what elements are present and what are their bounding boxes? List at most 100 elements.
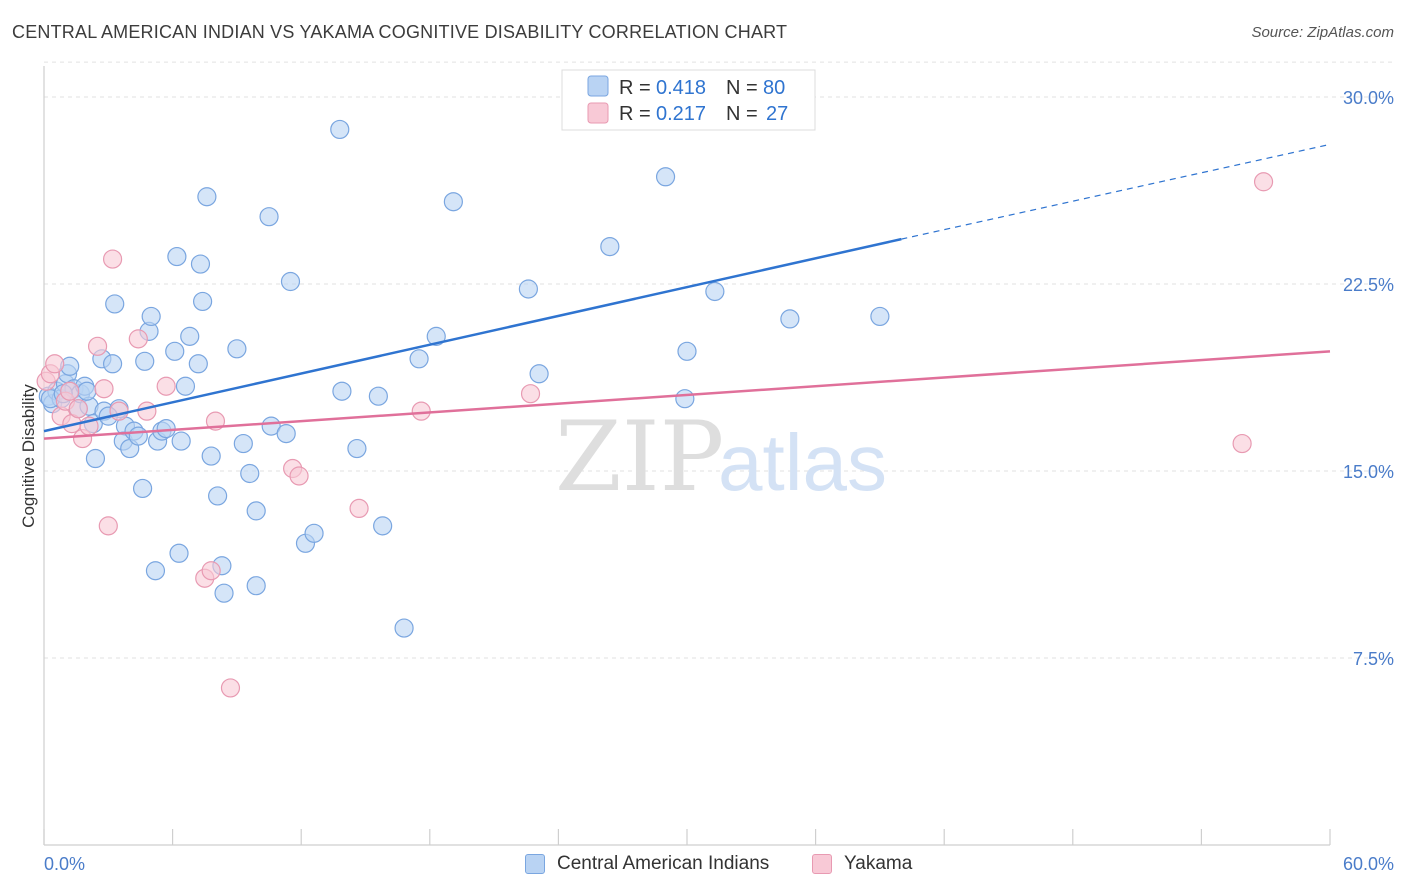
legend-n-value-blue: 80 [763, 77, 785, 99]
point-central-american-74 [780, 309, 800, 329]
legend-swatch-blue [587, 75, 609, 97]
y-tick-labels: 7.5% 15.0% 22.5% 30.0% [1343, 88, 1394, 669]
point-yakama-25 [411, 401, 431, 421]
point-yakama-14 [109, 401, 129, 421]
point-central-american-42 [201, 446, 221, 466]
point-central-american-53 [276, 424, 296, 444]
trend-layer [43, 143, 1331, 440]
x-axis-ticks [43, 829, 1331, 845]
trend-line-yakama [43, 350, 1331, 440]
point-yakama-13 [102, 249, 123, 269]
point-yakama-24 [349, 498, 369, 518]
point-central-american-75 [870, 306, 890, 327]
legend-r-value-pink: 0.217 [656, 103, 706, 125]
point-yakama-2 [45, 354, 65, 374]
y-tick-label-1: 15.0% [1343, 462, 1394, 482]
trend-line-central-american-extension [901, 143, 1331, 240]
point-central-american-60 [368, 386, 388, 406]
point-central-american-39 [190, 254, 211, 274]
point-central-american-46 [227, 339, 247, 359]
point-yakama-12 [98, 516, 118, 536]
point-yakama-27 [1232, 433, 1252, 454]
point-central-american-34 [169, 543, 189, 563]
y-tick-label-3: 30.0% [1343, 88, 1394, 108]
point-central-american-66 [518, 279, 538, 299]
point-central-american-37 [180, 326, 200, 346]
point-central-american-62 [394, 618, 414, 638]
point-central-american-51 [259, 207, 279, 227]
point-yakama-15 [128, 329, 148, 349]
legend-swatch-pink [587, 102, 609, 124]
legend-n-label-pink: N = [726, 103, 758, 125]
y-tick-label-2: 22.5% [1343, 275, 1394, 295]
point-central-american-48 [240, 463, 260, 484]
point-central-american-23 [128, 426, 148, 446]
point-central-american-64 [426, 326, 446, 346]
point-yakama-7 [68, 399, 88, 419]
trend-line-central-american [43, 237, 902, 433]
point-central-american-33 [167, 246, 187, 267]
bottom-legend-yakama[interactable]: Yakama [812, 850, 912, 878]
point-central-american-56 [304, 523, 324, 543]
y-tick-label-0: 7.5% [1353, 649, 1394, 669]
legend-r-label-blue: R = [619, 77, 651, 99]
chart-title: CENTRAL AMERICAN INDIAN VS YAKAMA COGNIT… [12, 22, 788, 42]
point-central-american-27 [141, 306, 161, 327]
point-central-american-17 [105, 294, 125, 314]
point-yakama-5 [60, 381, 80, 401]
point-yakama-23 [289, 466, 309, 486]
legend-swatch-yakama [812, 854, 832, 874]
legend-r-value-blue: 0.418 [656, 77, 706, 99]
point-central-american-58 [332, 381, 352, 401]
x-tick-label-min: 0.0% [44, 854, 85, 874]
point-central-american-50 [246, 576, 266, 596]
point-central-american-68 [600, 237, 620, 257]
point-central-american-32 [165, 341, 185, 361]
point-yakama-19 [201, 561, 221, 581]
point-central-american-73 [705, 281, 725, 302]
point-central-american-70 [655, 167, 676, 187]
watermark-atlas: atlas [718, 418, 887, 507]
point-central-american-31 [156, 419, 176, 439]
point-central-american-61 [373, 516, 393, 536]
point-central-american-59 [347, 438, 367, 459]
points-layer [36, 99, 1274, 698]
point-central-american-67 [529, 364, 549, 384]
point-central-american-57 [330, 119, 350, 140]
point-central-american-16 [102, 354, 123, 374]
correlation-legend: R = 0.418 N = 80 R = 0.217 N = 27 [561, 69, 816, 131]
point-yakama-26 [520, 384, 541, 404]
point-central-american-45 [214, 583, 234, 603]
point-central-american-43 [208, 486, 228, 506]
point-central-american-36 [175, 376, 196, 396]
legend-label-central-american-indians: Central American Indians [557, 853, 770, 874]
point-central-american-78 [77, 381, 97, 401]
point-central-american-65 [443, 192, 463, 212]
point-central-american-71 [675, 389, 695, 409]
point-central-american-38 [188, 354, 208, 374]
point-central-american-47 [233, 433, 253, 454]
point-central-american-49 [246, 501, 266, 521]
point-yakama-17 [156, 376, 176, 396]
point-yakama-21 [220, 678, 241, 698]
point-central-american-24 [132, 478, 153, 499]
point-yakama-11 [94, 379, 114, 399]
legend-swatch-central-american-indians [525, 854, 545, 874]
point-central-american-63 [409, 349, 429, 369]
point-central-american-25 [135, 351, 155, 371]
x-tick-label-max: 60.0% [1343, 854, 1394, 874]
point-central-american-28 [145, 561, 166, 581]
point-central-american-40 [193, 291, 213, 312]
watermark-zip: ZIP [555, 401, 724, 513]
legend-n-label-blue: N = [726, 77, 758, 99]
legend-label-yakama: Yakama [844, 853, 913, 874]
point-central-american-41 [197, 187, 217, 207]
bottom-legend-central-american-indians[interactable]: Central American Indians [525, 850, 769, 878]
legend-r-label-pink: R = [619, 103, 651, 125]
point-yakama-28 [1253, 172, 1274, 192]
point-central-american-54 [280, 271, 301, 292]
source-label: Source: ZipAtlas.com [1251, 24, 1394, 41]
point-central-american-35 [171, 431, 191, 451]
point-yakama-10 [87, 336, 108, 356]
